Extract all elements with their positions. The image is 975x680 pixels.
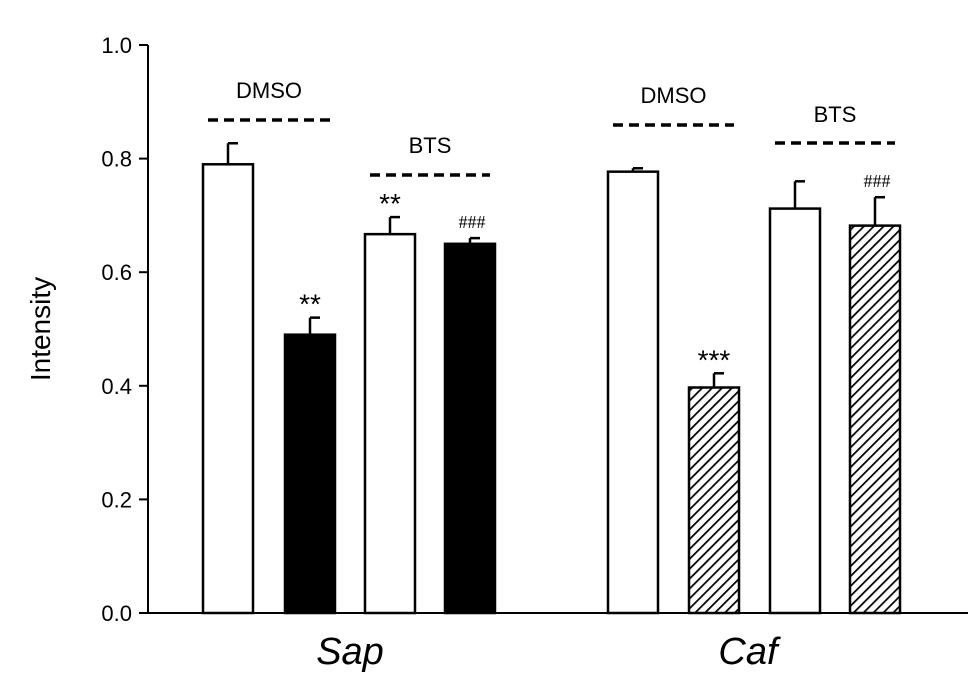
bar xyxy=(768,207,822,615)
y-tick-label: 0.2 xyxy=(101,487,132,512)
bar xyxy=(687,386,741,615)
bar xyxy=(606,170,660,615)
y-axis-title: Intensity xyxy=(25,277,56,381)
bar xyxy=(443,242,497,615)
treatment-label: BTS xyxy=(409,133,452,158)
y-tick-label: 1.0 xyxy=(101,33,132,58)
y-tick-label: 0.0 xyxy=(101,601,132,626)
significance-label: *** xyxy=(698,344,731,375)
bar xyxy=(848,224,902,615)
bar xyxy=(201,163,255,615)
y-tick-label: 0.6 xyxy=(101,260,132,285)
chart-marks xyxy=(201,118,902,615)
bar xyxy=(363,232,417,615)
significance-label: ### xyxy=(864,171,891,191)
treatment-label: BTS xyxy=(814,102,857,127)
group-label: Caf xyxy=(718,631,781,673)
treatment-label: DMSO xyxy=(236,78,302,103)
bar xyxy=(283,333,337,615)
group-label: Sap xyxy=(316,631,384,673)
significance-label: ** xyxy=(379,188,401,219)
chart-labels: 0.0 0.2 0.4 0.6 0.8 1.0 Intensity ** ** ### DMSO BT… xyxy=(25,33,891,673)
y-tick-label: 0.8 xyxy=(101,147,132,172)
significance-label: ### xyxy=(459,212,486,232)
axes xyxy=(139,44,968,614)
significance-label: ** xyxy=(299,289,321,320)
treatment-label: DMSO xyxy=(641,83,707,108)
y-tick-label: 0.4 xyxy=(101,374,132,399)
